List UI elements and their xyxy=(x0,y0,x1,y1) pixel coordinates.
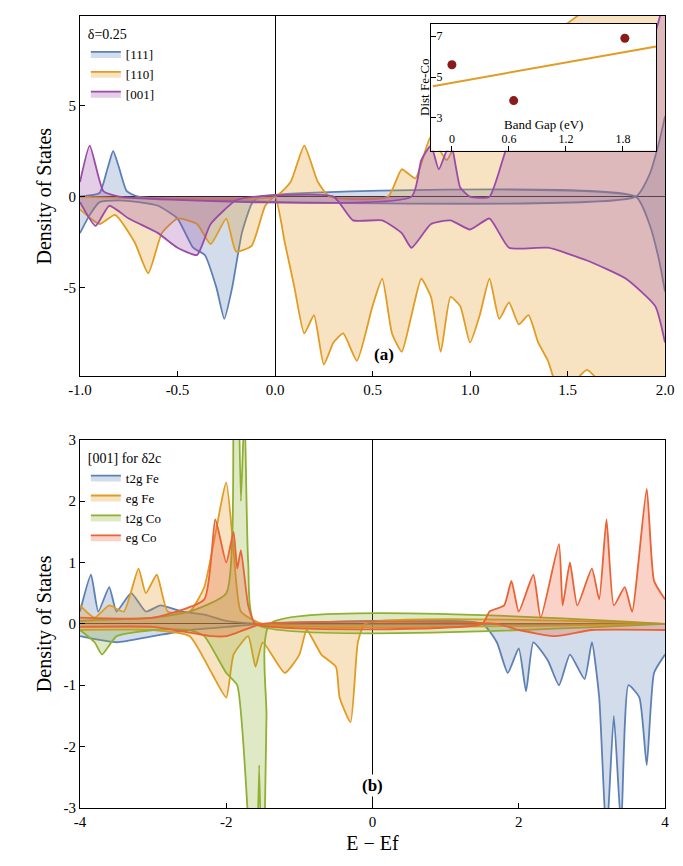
svg-text:eg Fe: eg Fe xyxy=(126,491,155,506)
svg-text:7: 7 xyxy=(437,29,443,43)
svg-text:eg Co: eg Co xyxy=(126,530,157,545)
svg-text:5: 5 xyxy=(69,98,77,114)
svg-text:-2: -2 xyxy=(220,814,233,830)
svg-text:-2: -2 xyxy=(64,739,77,755)
svg-text:5: 5 xyxy=(437,70,443,84)
svg-text:0: 0 xyxy=(449,132,455,146)
svg-text:[001] for δ2c: [001] for δ2c xyxy=(88,451,161,466)
svg-text:t2g Fe: t2g Fe xyxy=(126,471,159,486)
svg-text:0.6: 0.6 xyxy=(501,132,516,146)
svg-text:-0.5: -0.5 xyxy=(166,382,190,398)
svg-text:t2g Co: t2g Co xyxy=(126,510,161,525)
svg-text:0: 0 xyxy=(369,814,377,830)
svg-text:0: 0 xyxy=(69,189,77,205)
svg-text:0: 0 xyxy=(69,616,77,632)
svg-text:E − Ef: E − Ef xyxy=(346,832,399,854)
svg-text:-1.0: -1.0 xyxy=(68,382,92,398)
svg-text:δ=0.25: δ=0.25 xyxy=(88,27,127,42)
svg-text:Density of States: Density of States xyxy=(33,128,56,265)
svg-text:-3: -3 xyxy=(64,800,77,816)
svg-text:3: 3 xyxy=(437,111,443,125)
svg-text:(a): (a) xyxy=(374,345,394,364)
svg-text:[001]: [001] xyxy=(126,87,154,102)
svg-text:[110]: [110] xyxy=(126,67,154,82)
svg-text:(b): (b) xyxy=(362,776,383,795)
svg-text:1.0: 1.0 xyxy=(461,382,480,398)
svg-text:Dist Fe-Co: Dist Fe-Co xyxy=(417,59,432,116)
svg-text:-4: -4 xyxy=(74,814,87,830)
svg-text:1.2: 1.2 xyxy=(558,132,573,146)
svg-text:3: 3 xyxy=(69,432,77,448)
svg-text:1.8: 1.8 xyxy=(615,132,630,146)
svg-text:Band Gap (eV): Band Gap (eV) xyxy=(504,117,583,132)
svg-text:2.0: 2.0 xyxy=(656,382,675,398)
svg-text:0.0: 0.0 xyxy=(266,382,285,398)
svg-text:1: 1 xyxy=(69,555,77,571)
svg-text:1.5: 1.5 xyxy=(558,382,577,398)
svg-text:Density of States: Density of States xyxy=(33,555,56,692)
svg-text:[111]: [111] xyxy=(126,47,153,62)
svg-text:2: 2 xyxy=(69,493,77,509)
svg-text:2: 2 xyxy=(515,814,523,830)
svg-text:0.5: 0.5 xyxy=(363,382,382,398)
svg-text:4: 4 xyxy=(661,814,669,830)
svg-text:-5: -5 xyxy=(64,280,77,296)
svg-text:-1: -1 xyxy=(64,677,77,693)
